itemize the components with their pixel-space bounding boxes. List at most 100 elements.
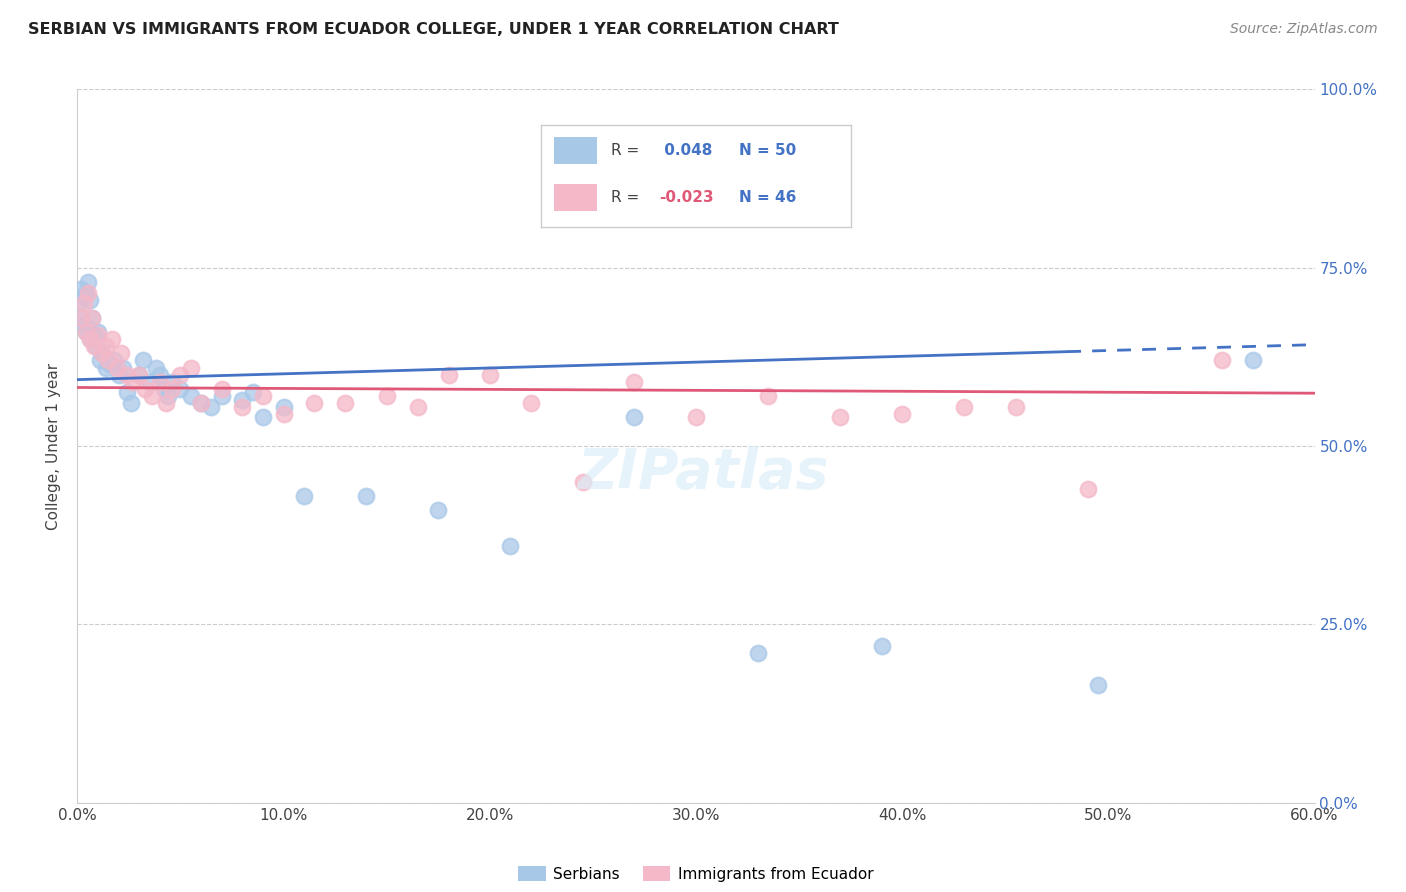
- Point: [83, 339, 105, 353]
- Point: [335, 396, 357, 410]
- Point: [122, 375, 145, 389]
- Point: [623, 410, 645, 425]
- Point: [1004, 400, 1026, 414]
- Point: [1211, 353, 1233, 368]
- Point: [75, 285, 97, 300]
- Point: [70, 310, 93, 325]
- Point: [87, 325, 110, 339]
- Point: [76, 321, 98, 335]
- Point: [84, 339, 107, 353]
- Point: [128, 368, 150, 382]
- Point: [111, 360, 134, 375]
- Point: [75, 325, 97, 339]
- Bar: [554, 185, 598, 211]
- Point: [211, 389, 233, 403]
- Point: [96, 360, 118, 375]
- Point: [478, 368, 501, 382]
- Legend: Serbians, Immigrants from Ecuador: Serbians, Immigrants from Ecuador: [512, 860, 880, 888]
- Point: [200, 400, 222, 414]
- Text: ZIPatlas: ZIPatlas: [578, 446, 828, 500]
- Point: [98, 357, 121, 371]
- Point: [406, 400, 429, 414]
- Point: [91, 346, 114, 360]
- Point: [115, 385, 138, 400]
- Point: [160, 382, 183, 396]
- Point: [72, 318, 94, 332]
- Point: [87, 328, 110, 343]
- Text: R =: R =: [612, 190, 640, 205]
- Point: [273, 407, 295, 421]
- Point: [75, 325, 97, 339]
- Text: R =: R =: [612, 143, 640, 158]
- Point: [115, 368, 138, 382]
- Point: [149, 375, 172, 389]
- Point: [107, 368, 129, 382]
- Point: [190, 396, 212, 410]
- Point: [747, 646, 769, 660]
- Text: N = 50: N = 50: [740, 143, 797, 158]
- Point: [70, 310, 93, 325]
- Point: [304, 396, 326, 410]
- Point: [101, 332, 124, 346]
- Point: [155, 396, 177, 410]
- Point: [153, 382, 176, 396]
- Point: [169, 382, 191, 396]
- Point: [375, 389, 398, 403]
- Y-axis label: College, Under 1 year: College, Under 1 year: [46, 362, 62, 530]
- Point: [83, 328, 105, 343]
- Point: [89, 353, 111, 368]
- Point: [79, 293, 101, 307]
- Point: [891, 407, 914, 421]
- Point: [953, 400, 976, 414]
- Point: [354, 489, 377, 503]
- Point: [76, 285, 98, 300]
- Point: [756, 389, 779, 403]
- Text: -0.023: -0.023: [659, 190, 713, 205]
- Point: [80, 310, 103, 325]
- Point: [252, 410, 274, 425]
- Point: [110, 346, 132, 360]
- Point: [211, 382, 233, 396]
- Point: [105, 360, 128, 375]
- Point: [499, 539, 522, 553]
- Point: [80, 310, 103, 325]
- Point: [149, 368, 172, 382]
- Point: [273, 400, 295, 414]
- Point: [70, 282, 93, 296]
- Point: [180, 360, 202, 375]
- Point: [571, 475, 593, 489]
- Point: [72, 289, 94, 303]
- Point: [870, 639, 893, 653]
- Point: [128, 368, 150, 382]
- Bar: [554, 137, 598, 164]
- Point: [520, 396, 543, 410]
- Point: [138, 375, 160, 389]
- Point: [141, 389, 163, 403]
- Point: [134, 382, 156, 396]
- Point: [623, 375, 645, 389]
- Point: [103, 353, 125, 368]
- Point: [180, 389, 202, 403]
- Point: [97, 353, 120, 368]
- Point: [830, 410, 852, 425]
- Point: [1087, 678, 1109, 692]
- Point: [427, 503, 450, 517]
- Point: [231, 400, 253, 414]
- Point: [76, 275, 98, 289]
- Point: [169, 368, 191, 382]
- Point: [157, 389, 180, 403]
- Point: [252, 389, 274, 403]
- Point: [160, 375, 183, 389]
- Text: SERBIAN VS IMMIGRANTS FROM ECUADOR COLLEGE, UNDER 1 YEAR CORRELATION CHART: SERBIAN VS IMMIGRANTS FROM ECUADOR COLLE…: [28, 22, 839, 37]
- Point: [190, 396, 212, 410]
- Point: [231, 392, 253, 407]
- Point: [242, 385, 264, 400]
- Point: [79, 332, 101, 346]
- Point: [1241, 353, 1264, 368]
- Text: N = 46: N = 46: [740, 190, 797, 205]
- Point: [132, 353, 155, 368]
- Point: [72, 296, 94, 310]
- Point: [685, 410, 707, 425]
- Point: [1077, 482, 1099, 496]
- Point: [67, 296, 90, 310]
